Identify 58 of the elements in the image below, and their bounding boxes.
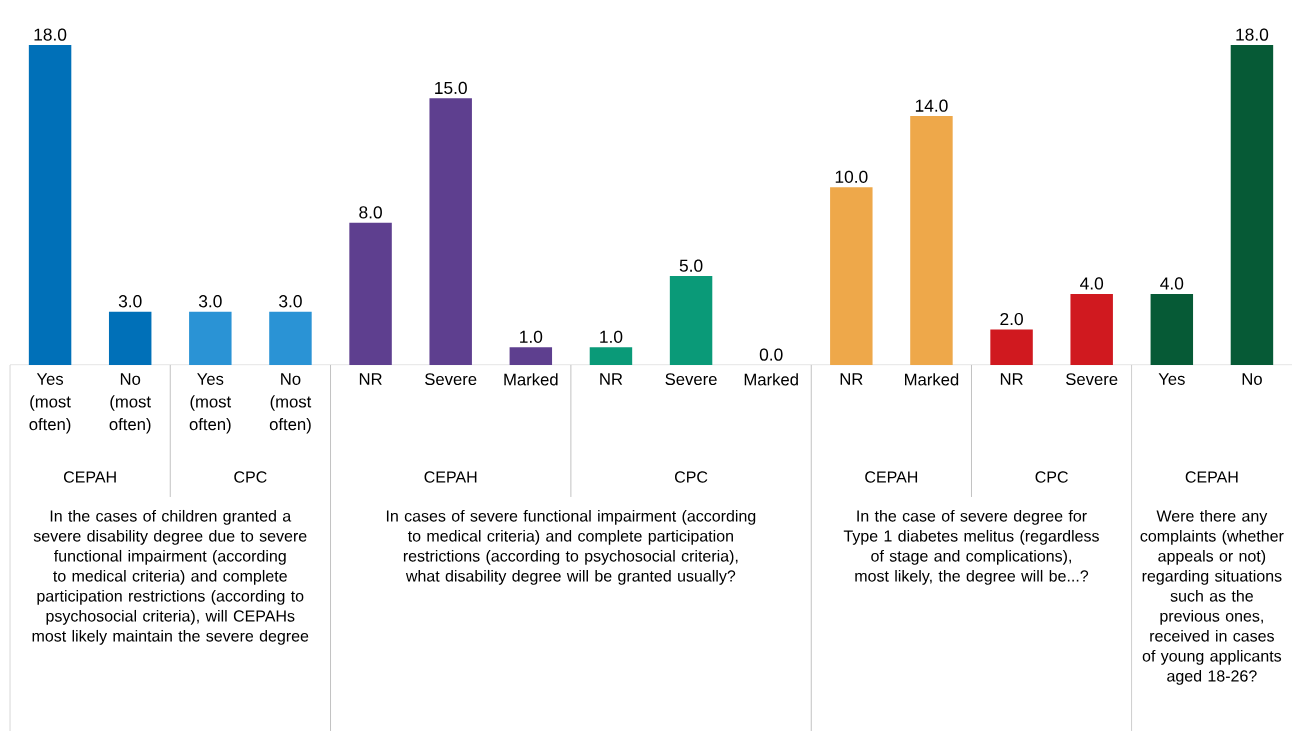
x-tick-label: NR bbox=[600, 373, 623, 385]
x-tick-label: Yes bbox=[1158, 373, 1185, 385]
text: In the cases of children granted a severe disability degree due to severe functional impairment (according to medical criteria) and complete participation restrictions (according to psychosocial criteria), will CEPAHs most likely maintain the severe degree bbox=[32, 509, 309, 645]
text: CEPAH bbox=[1185, 471, 1238, 483]
bar bbox=[28, 44, 72, 365]
text: CPC bbox=[1035, 471, 1068, 483]
bar bbox=[269, 311, 312, 365]
data-label: 10.0 bbox=[835, 170, 868, 183]
x-tick-label: No bbox=[1242, 373, 1262, 385]
bar bbox=[830, 187, 873, 365]
bar bbox=[429, 98, 472, 365]
data-label: 0.0 bbox=[759, 348, 783, 361]
data-label: 4.0 bbox=[1160, 277, 1184, 290]
data-label: 18.0 bbox=[1236, 28, 1269, 41]
bar bbox=[990, 329, 1033, 365]
x-tick-label: Marked bbox=[744, 373, 798, 386]
text: CPC bbox=[234, 471, 267, 483]
x-tick-label: Severe bbox=[425, 373, 477, 386]
bar bbox=[1150, 293, 1194, 365]
x-tick-label: Yes (most often) bbox=[29, 373, 71, 434]
x-tick-label: Severe bbox=[665, 373, 717, 386]
data-label: 18.0 bbox=[34, 28, 67, 41]
data-label: 2.0 bbox=[1000, 312, 1023, 326]
x-tick-label: Severe bbox=[1066, 373, 1118, 386]
bar bbox=[349, 222, 392, 365]
data-label: 8.0 bbox=[359, 206, 382, 219]
bar bbox=[189, 311, 232, 365]
bar bbox=[910, 116, 953, 365]
bar bbox=[1070, 293, 1113, 365]
data-label: 3.0 bbox=[279, 295, 302, 308]
bar bbox=[509, 347, 553, 365]
text: CEPAH bbox=[424, 471, 477, 483]
bar bbox=[1230, 44, 1274, 365]
text: In the case of severe degree for Type 1 diabetes melitus (regardless of stage and complications), most likely, the degree will be...? bbox=[843, 509, 1099, 585]
x-tick-label: Yes (most often) bbox=[189, 373, 232, 434]
bar bbox=[589, 347, 633, 365]
text: CPC bbox=[675, 471, 708, 483]
text: Were there any complaints (whether appeals or not) regarding situations such as the previous ones, received in cases of young applicants aged 18-26? bbox=[1140, 509, 1284, 685]
text: CEPAH bbox=[63, 471, 116, 483]
data-label: 5.0 bbox=[679, 259, 703, 272]
x-tick-label: NR bbox=[1000, 373, 1023, 385]
bar bbox=[669, 276, 713, 365]
x-tick-label: No (most often) bbox=[109, 373, 151, 434]
x-tick-label: NR bbox=[359, 373, 382, 385]
text: CEPAH bbox=[865, 471, 918, 483]
bar bbox=[108, 311, 152, 365]
x-tick-label: NR bbox=[840, 373, 863, 385]
data-label: 1.0 bbox=[600, 330, 623, 343]
x-tick-label: No (most often) bbox=[269, 373, 312, 434]
data-label: 3.0 bbox=[118, 295, 142, 308]
x-tick-label: Marked bbox=[504, 373, 558, 386]
x-tick-label: Marked bbox=[905, 373, 959, 386]
data-label: 3.0 bbox=[198, 295, 222, 308]
data-label: 14.0 bbox=[915, 99, 948, 112]
data-label: 1.0 bbox=[520, 330, 543, 343]
data-label: 4.0 bbox=[1080, 277, 1104, 290]
text: In cases of severe functional impairment (according to medical criteria) and complete participation restrictions (according to psychosocial criteria), what disability degree will be granted usually? bbox=[386, 509, 756, 585]
data-label: 15.0 bbox=[435, 81, 467, 95]
